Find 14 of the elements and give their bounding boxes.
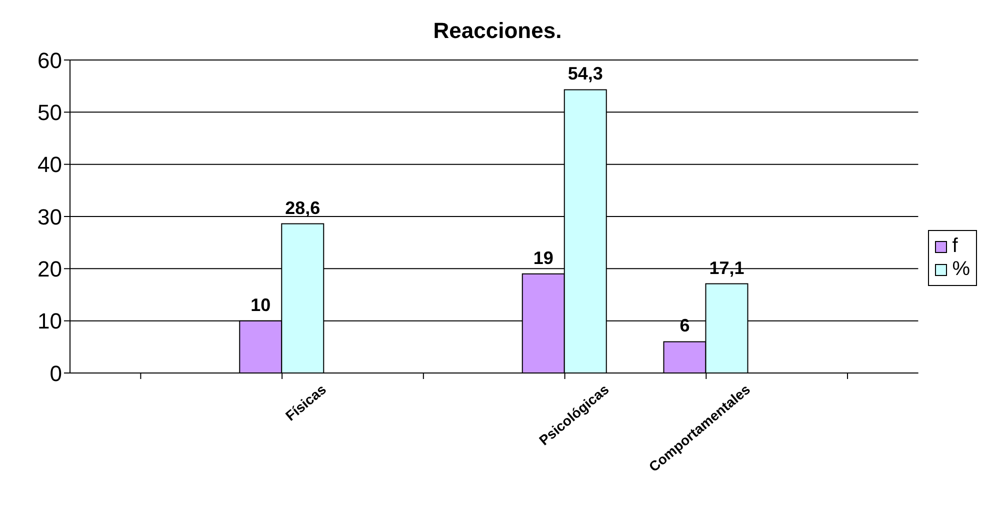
y-tick-label: 0 <box>50 360 62 386</box>
chart-title: Reacciones. <box>432 18 563 44</box>
y-tick-label: 30 <box>38 204 62 230</box>
y-tick-label: 20 <box>38 256 62 282</box>
data-label: 19 <box>533 248 554 268</box>
legend-label: % <box>952 258 970 281</box>
data-label: 54,3 <box>568 64 603 84</box>
y-tick-label: 60 <box>38 48 62 73</box>
data-label: 28,6 <box>285 198 320 218</box>
legend-label: f <box>952 235 958 258</box>
y-tick-label: 50 <box>38 100 62 125</box>
data-label: 10 <box>250 294 271 315</box>
y-tick-label: 10 <box>38 308 62 334</box>
y-tick-label: 40 <box>38 152 62 178</box>
